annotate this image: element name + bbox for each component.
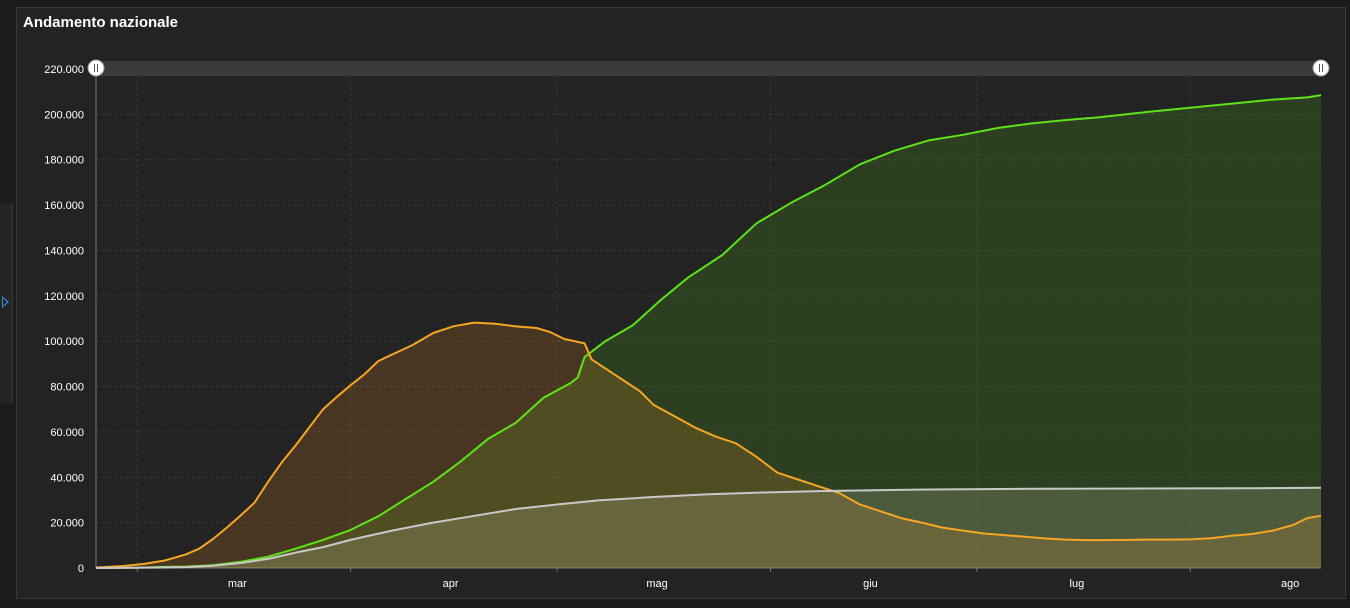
x-tick-label: mag: [646, 578, 667, 590]
green-series-area: [96, 95, 1321, 568]
grey-series-area: [96, 487, 1321, 568]
x-tick-label: ago: [1281, 578, 1299, 590]
range-handle-left[interactable]: [87, 59, 105, 77]
y-tick-label: 0: [78, 563, 84, 575]
orange-series-area: [96, 322, 1321, 568]
line-area-chart[interactable]: 0 20.000 40.000 60.000 80.000 100.000 120.000 1…: [17, 8, 1345, 598]
y-tick-label: 60.000: [50, 427, 84, 439]
x-tick-label: mar: [228, 578, 247, 590]
range-scroller-track[interactable]: [96, 61, 1321, 76]
x-tick-label: lug: [1070, 578, 1085, 590]
green-series-line[interactable]: [95, 94, 1322, 569]
y-tick-label: 220.000: [44, 64, 84, 76]
y-tick-label: 20.000: [50, 518, 84, 530]
x-tick-label: apr: [443, 578, 459, 590]
y-tick-label: 180.000: [44, 155, 84, 167]
panel-title: Andamento nazionale: [23, 14, 179, 31]
y-tick-label: 40.000: [50, 472, 84, 484]
y-tick-label: 80.000: [50, 382, 84, 394]
expand-arrow-icon[interactable]: [2, 296, 9, 308]
range-handle-right[interactable]: [1312, 59, 1330, 77]
grey-series-line[interactable]: [95, 486, 1322, 569]
collapsed-side-panel[interactable]: [0, 203, 13, 403]
x-tick-label: giu: [863, 578, 878, 590]
y-tick-label: 200.000: [44, 109, 84, 121]
y-tick-label: 160.000: [44, 200, 84, 212]
y-tick-label: 100.000: [44, 336, 84, 348]
y-tick-label: 120.000: [44, 291, 84, 303]
y-tick-label: 140.000: [44, 245, 84, 257]
chart-panel: Andamento nazionale 0 20.000 40.000 60.000 8…: [16, 7, 1346, 599]
orange-series-line[interactable]: [95, 321, 1322, 569]
